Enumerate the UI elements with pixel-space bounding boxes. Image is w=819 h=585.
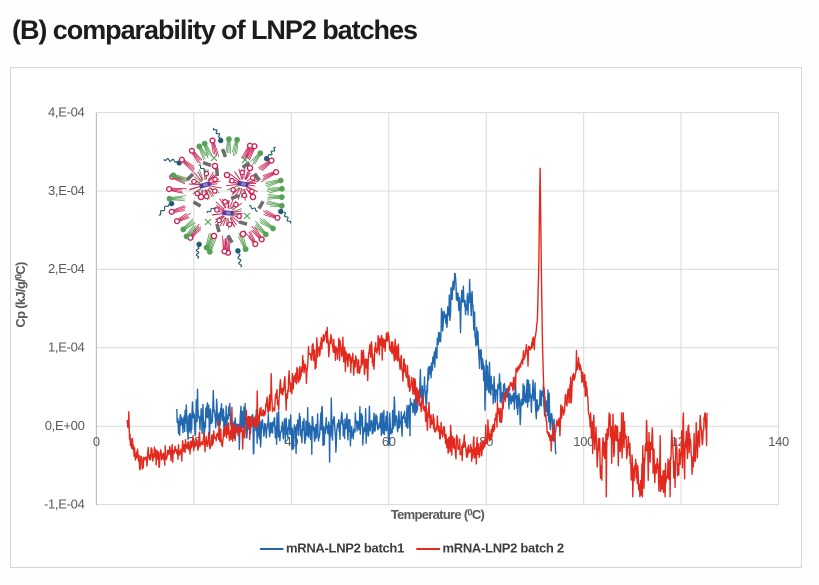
svg-text:140: 140 [768, 434, 789, 449]
svg-text:100: 100 [573, 434, 594, 449]
svg-text:0,E+00: 0,E+00 [45, 418, 85, 433]
svg-text:1,E-04: 1,E-04 [48, 340, 85, 355]
svg-text:Temperature (0C): Temperature (0C) [391, 507, 485, 522]
svg-text:2,E-04: 2,E-04 [48, 261, 85, 276]
svg-text:mRNA-LNP2 batch 2: mRNA-LNP2 batch 2 [443, 541, 564, 556]
svg-text:4,E-04: 4,E-04 [48, 104, 85, 119]
svg-text:-1,E-04: -1,E-04 [44, 496, 85, 511]
svg-text:3,E-04: 3,E-04 [48, 183, 85, 198]
svg-text:mRNA-LNP2 batch1: mRNA-LNP2 batch1 [286, 541, 404, 556]
svg-text:Cp (kJ/g/0C): Cp (kJ/g/0C) [13, 262, 28, 328]
svg-text:0: 0 [93, 434, 100, 449]
